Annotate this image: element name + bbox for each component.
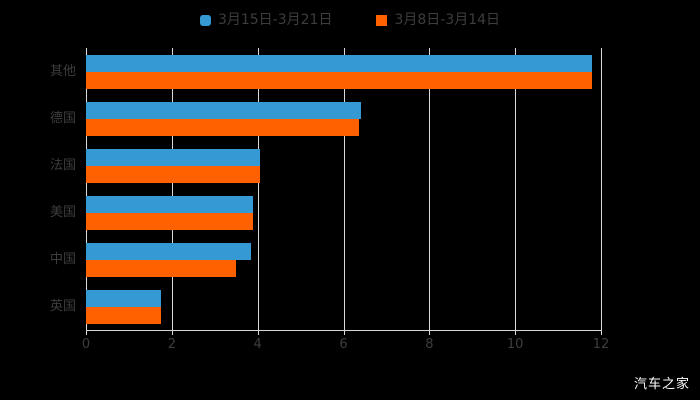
x-axis-tick-label: 8	[425, 337, 434, 352]
gridline-4	[257, 48, 259, 330]
gridline-12	[601, 48, 602, 330]
bar-group	[86, 148, 601, 183]
bar[interactable]	[86, 212, 254, 230]
y-axis-tick-label: 英国	[49, 298, 76, 314]
gridline-2	[171, 48, 173, 330]
y-axis-tick-label: 美国	[49, 204, 76, 220]
x-axis-tick	[257, 330, 259, 335]
x-axis-tick	[515, 330, 517, 335]
x-axis-tick	[171, 330, 173, 335]
bar[interactable]	[86, 148, 260, 166]
legend-label-0: 3月15日-3月21日	[217, 12, 333, 28]
bar-group	[86, 195, 601, 230]
x-axis-tick-label: 2	[167, 337, 176, 352]
x-axis-tick	[601, 330, 602, 335]
plot-area	[86, 48, 602, 330]
bar[interactable]	[86, 101, 361, 119]
circle-marker-icon	[199, 14, 211, 26]
bar[interactable]	[86, 118, 359, 136]
x-axis-tick-label: 12	[592, 337, 610, 352]
gridline-10	[515, 48, 517, 330]
y-axis-tick-label: 其他	[49, 63, 76, 79]
bar-group	[86, 54, 601, 89]
bar[interactable]	[86, 259, 237, 277]
bar-group	[86, 101, 601, 136]
gridline-8	[429, 48, 431, 330]
bar-group	[86, 289, 601, 324]
bar[interactable]	[86, 54, 593, 72]
legend-entry-0[interactable]: 3月15日-3月21日	[199, 12, 333, 28]
watermark: 汽车之家	[633, 377, 690, 392]
bar[interactable]	[86, 195, 254, 213]
bar-group	[86, 242, 601, 277]
bar[interactable]	[86, 306, 162, 324]
y-axis-tick-label: 德国	[49, 110, 76, 126]
chart-legend: 3月15日-3月21日 3月8日-3月14日	[0, 8, 700, 32]
gridline-6	[343, 48, 345, 330]
bar[interactable]	[86, 71, 593, 89]
legend-entry-1[interactable]: 3月8日-3月14日	[376, 13, 500, 27]
x-axis-tick-label: 6	[339, 337, 348, 352]
x-axis-tick	[86, 330, 87, 335]
bar[interactable]	[86, 242, 252, 260]
x-axis-tick-label: 4	[253, 337, 262, 352]
x-axis-tick-label: 10	[506, 337, 524, 352]
x-axis-tick-label: 0	[81, 337, 91, 352]
bar[interactable]	[86, 165, 260, 183]
legend-label-1: 3月8日-3月14日	[394, 12, 501, 28]
bar[interactable]	[86, 289, 162, 307]
x-axis-tick	[343, 330, 345, 335]
y-axis-tick-label: 中国	[49, 251, 76, 267]
gridline-0	[86, 48, 87, 330]
square-marker-icon	[376, 14, 388, 26]
x-axis-tick	[429, 330, 431, 335]
y-axis-tick-label: 法国	[49, 157, 76, 173]
y-axis-labels: 其他德国法国美国中国英国	[0, 48, 76, 330]
